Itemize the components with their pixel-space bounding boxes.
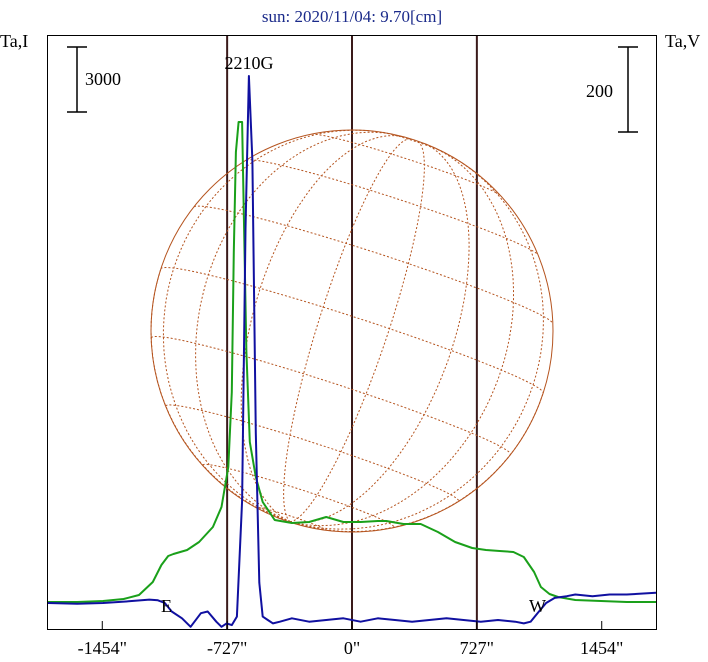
x-tick-label: 727" [460,638,494,658]
series-line-1 [47,75,657,628]
x-tick-label: -1454" [78,638,127,658]
latitude-line [246,159,539,256]
x-tick-label: 0" [344,638,360,658]
x-tick-label: 1454" [580,638,623,658]
longitude-line [195,131,391,523]
latitude-line [311,133,501,196]
data-series [47,75,657,628]
annotations: 2210G E W [161,53,546,616]
longitude-line [289,155,544,530]
right-scale-bar-label: 200 [586,81,613,101]
right-axis-label: Ta,V [665,31,700,51]
x-axis-ticks: -1454" -727" 0" 727" 1454" [78,621,623,658]
vertical-reference-lines [226,36,478,629]
left-axis-label: Ta,I [0,31,28,51]
latitude-line [160,266,544,394]
left-scale-bar: 3000 [67,46,121,113]
longitude-line [289,140,425,523]
latitude-line [382,131,444,153]
latitude-line [257,507,325,530]
longitude-line [289,392,544,533]
series-line-0 [48,121,656,603]
annotation-w: W [529,596,546,616]
solar-disk-grid [150,129,554,533]
latitude-line [193,205,554,324]
latitude-line [150,335,511,455]
annotation-2210g: 2210G [224,53,273,73]
longitude-line [240,135,405,523]
latitude-line [165,404,460,502]
longitude-line [162,129,376,523]
right-scale-bar: 200 [586,46,638,133]
longitude-line [289,142,470,524]
latitude-line [202,463,395,528]
longitude-line [283,138,411,523]
chart-title: sun: 2020/11/04: 9.70[cm] [262,7,442,26]
annotation-e: E [161,596,172,616]
left-scale-bar-label: 3000 [85,69,121,89]
x-tick-label: -727" [207,638,247,658]
longitude-line [289,148,514,527]
plot-frame [47,35,657,630]
longitude-line [150,268,291,523]
